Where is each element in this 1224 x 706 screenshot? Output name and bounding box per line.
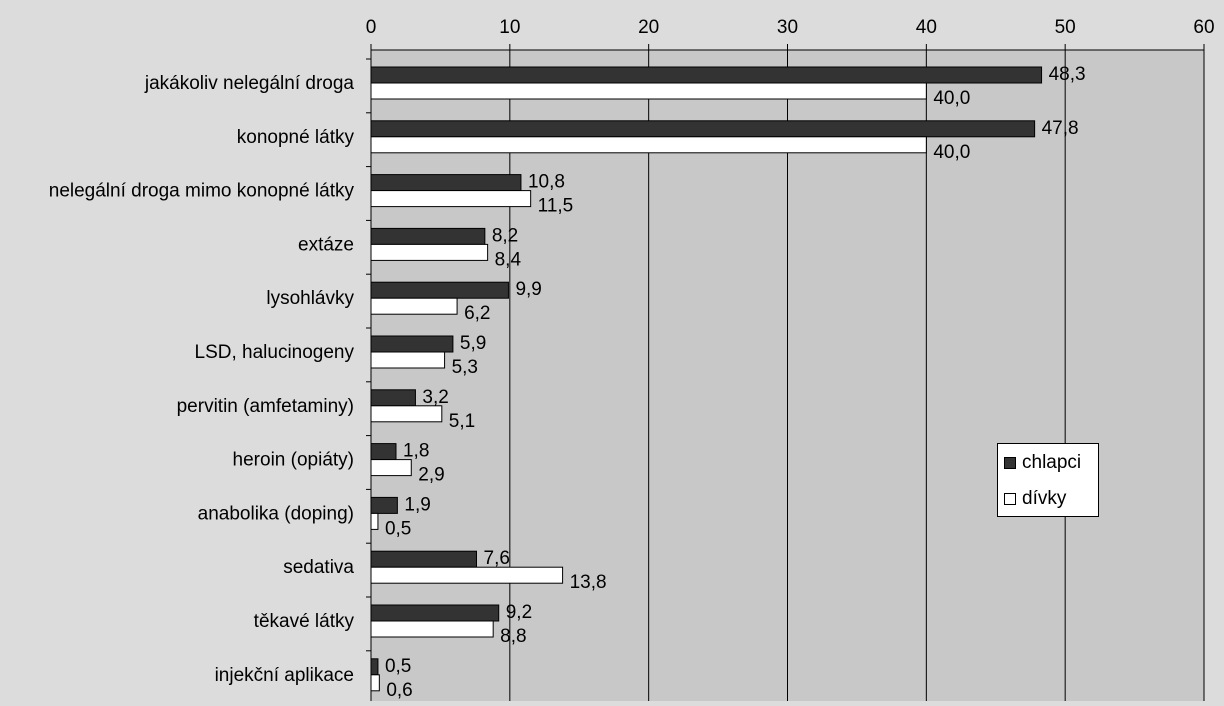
value-label-chlapci-extaze: 8,2 (492, 225, 518, 246)
bar-chlapci-injekcni-aplikace (370, 658, 379, 676)
bar-chlapci-nelegalni-droga-mimo-konopne-latky (370, 174, 522, 192)
value-label-chlapci-konopne-latky: 47,8 (1042, 118, 1079, 139)
x-tick-label-10: 10 (499, 17, 520, 38)
bar-divky-nelegalni-droga-mimo-konopne-latky (370, 190, 532, 208)
legend-label-divky: dívky (1022, 488, 1067, 509)
category-label-lsd-halucinogeny: LSD, halucinogeny (195, 342, 355, 363)
bar-chlapci-tekave-latky (370, 604, 500, 622)
x-tick-label-30: 30 (777, 17, 798, 38)
bar-divky-pervitin-amfetaminy (370, 405, 443, 423)
value-label-chlapci-injekcni-aplikace: 0,5 (385, 656, 411, 677)
value-label-divky-lsd-halucinogeny: 5,3 (452, 357, 478, 378)
category-label-konopne-latky: konopné látky (237, 127, 355, 148)
value-label-chlapci-tekave-latky: 9,2 (506, 602, 532, 623)
value-label-divky-jakakoliv-nelegalni-droga: 40,0 (933, 88, 970, 109)
value-label-divky-extaze: 8,4 (495, 249, 522, 270)
category-label-injekcni-aplikace: injekční aplikace (215, 665, 354, 686)
category-label-lysohlavky: lysohlávky (266, 288, 354, 309)
category-label-anabolika-doping: anabolika (doping) (198, 503, 354, 524)
bar-divky-tekave-latky (370, 620, 494, 638)
bar-chlapci-anabolika-doping (370, 496, 398, 514)
legend-item-chlapci: chlapci (1004, 452, 1081, 474)
bar-divky-extaze (370, 243, 489, 261)
category-label-extaze: extáze (298, 234, 354, 255)
legend-swatch-divky (1004, 493, 1016, 505)
x-tick-label-20: 20 (638, 17, 659, 38)
bar-chlapci-heroin-opiaty (370, 443, 397, 461)
x-tick-label-50: 50 (1055, 17, 1076, 38)
category-label-nelegalni-droga-mimo-konopne-latky: nelegální droga mimo konopné látky (49, 181, 355, 202)
value-label-divky-sedativa: 13,8 (570, 572, 607, 593)
bar-chlapci-jakakoliv-nelegalni-droga (370, 66, 1043, 84)
legend-label-chlapci: chlapci (1022, 452, 1082, 473)
bar-divky-konopne-latky (370, 136, 927, 154)
value-label-divky-lysohlavky: 6,2 (464, 303, 490, 324)
legend-swatch-chlapci (1004, 457, 1016, 469)
bar-chlapci-lysohlavky (370, 281, 509, 299)
x-tick-label-60: 60 (1193, 17, 1214, 38)
value-label-chlapci-heroin-opiaty: 1,8 (403, 441, 429, 462)
bar-chlapci-konopne-latky (370, 120, 1036, 138)
value-label-chlapci-jakakoliv-nelegalni-droga: 48,3 (1049, 64, 1086, 85)
category-label-jakakoliv-nelegalni-droga: jakákoliv nelegální droga (144, 73, 355, 94)
category-label-sedativa: sedativa (283, 557, 354, 578)
bar-divky-jakakoliv-nelegalni-droga (370, 82, 927, 100)
value-label-divky-konopne-latky: 40,0 (933, 142, 970, 163)
bar-chlapci-pervitin-amfetaminy (370, 389, 416, 407)
x-tick-label-40: 40 (916, 17, 937, 38)
value-label-divky-heroin-opiaty: 2,9 (418, 465, 444, 486)
bar-chlapci-lsd-halucinogeny (370, 335, 454, 353)
value-label-chlapci-lsd-halucinogeny: 5,9 (460, 333, 486, 354)
legend-item-divky: dívky (1004, 488, 1066, 510)
bar-divky-heroin-opiaty (370, 459, 412, 477)
category-label-heroin-opiaty: heroin (opiáty) (233, 450, 354, 471)
value-label-divky-anabolika-doping: 0,5 (385, 518, 411, 539)
value-label-chlapci-anabolika-doping: 1,9 (404, 494, 430, 515)
bar-chlapci-extaze (370, 227, 486, 245)
category-label-tekave-latky: těkavé látky (254, 611, 355, 632)
category-label-pervitin-amfetaminy: pervitin (amfetaminy) (177, 396, 354, 417)
bar-divky-anabolika-doping (370, 512, 379, 530)
bar-divky-sedativa (370, 566, 564, 584)
value-label-chlapci-nelegalni-droga-mimo-konopne-latky: 10,8 (528, 172, 565, 193)
value-label-divky-tekave-latky: 8,8 (500, 626, 526, 647)
value-label-divky-pervitin-amfetaminy: 5,1 (449, 411, 475, 432)
legend: chlapci dívky (997, 443, 1099, 517)
bar-divky-lsd-halucinogeny (370, 351, 446, 369)
bar-chlapci-sedativa (370, 550, 478, 568)
bar-divky-injekcni-aplikace (370, 674, 380, 692)
x-tick-label-0: 0 (366, 17, 377, 38)
value-label-divky-nelegalni-droga-mimo-konopne-latky: 11,5 (538, 196, 574, 217)
value-label-chlapci-lysohlavky: 9,9 (515, 279, 541, 300)
value-label-chlapci-sedativa: 7,6 (484, 548, 510, 569)
bar-divky-lysohlavky (370, 297, 458, 315)
value-label-chlapci-pervitin-amfetaminy: 3,2 (422, 387, 448, 408)
value-label-divky-injekcni-aplikace: 0,6 (386, 680, 412, 701)
